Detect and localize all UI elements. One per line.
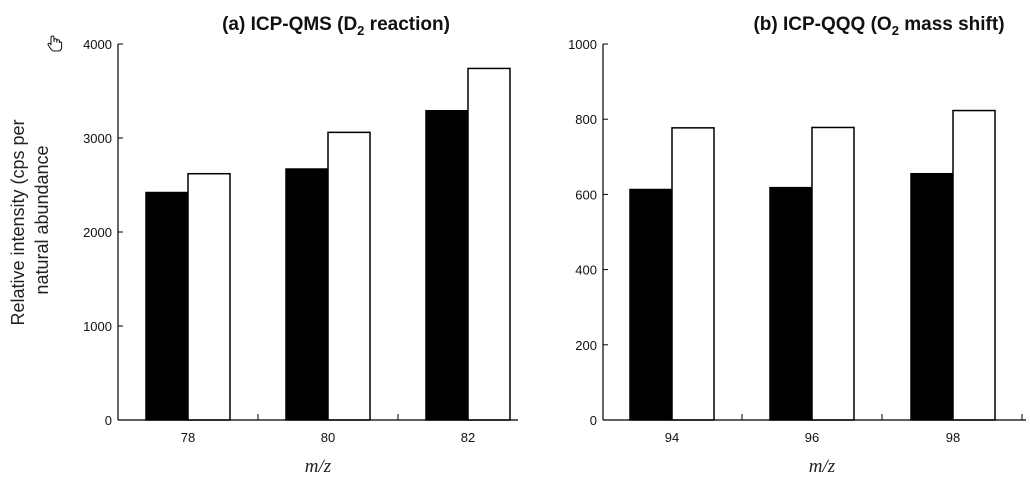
chart-a-bar-series1-78 — [145, 191, 189, 421]
y-axis-label: Relative intensity (cps per natural abun… — [8, 114, 52, 325]
chart-a-title-main: (a) ICP-QMS (D — [222, 14, 357, 35]
chart-b: (b) ICP-QQQ (O2 mass shift) 0 200 400 600 80… — [568, 14, 1026, 477]
chart-a-x-tick-label-80: 80 — [321, 430, 335, 445]
chart-a-x-tick-label-82: 82 — [461, 430, 475, 445]
chart-b-x-tick-label-96: 96 — [805, 430, 819, 445]
chart-a-plot: 0 1000 2000 3000 4000 78 80 82 — [83, 37, 518, 445]
chart-b-y-tick-label-1000: 1000 — [568, 37, 597, 52]
chart-a-title: (a) ICP-QMS (D2 reaction) — [222, 14, 450, 38]
chart-a-y-tick-label-0: 0 — [105, 413, 112, 428]
chart-a-bar-series1-82 — [425, 109, 469, 421]
chart-b-bar-series2-96 — [811, 126, 855, 421]
chart-a-y-tick-label-4000: 4000 — [83, 37, 112, 52]
chart-b-bar-series1-96 — [769, 186, 813, 421]
chart-a-y-tick-label-1000: 1000 — [83, 319, 112, 334]
chart-b-bar-series1-94 — [629, 188, 673, 421]
chart-b-y-tick-label-200: 200 — [575, 338, 597, 353]
chart-a-x-tick-label-78: 78 — [181, 430, 195, 445]
chart-a: (a) ICP-QMS (D2 reaction) 0 1000 2000 3000 4… — [83, 14, 518, 477]
chart-b-title-subscript: 2 — [892, 23, 899, 38]
chart-b-x-tick-label-98: 98 — [946, 430, 960, 445]
chart-a-bar-series2-80 — [327, 131, 371, 421]
y-axis-label-line-1: Relative intensity (cps per — [8, 119, 28, 325]
chart-a-y-tick-label-2000: 2000 — [83, 225, 112, 240]
hand-pointer-icon — [47, 35, 63, 52]
chart-b-y-tick-label-800: 800 — [575, 112, 597, 127]
chart-b-y-tick-label-400: 400 — [575, 263, 597, 278]
chart-a-bar-series2-78 — [187, 172, 231, 421]
chart-a-x-axis-label: m/z — [305, 456, 332, 477]
chart-b-bar-series2-94 — [671, 127, 715, 421]
chart-b-title: (b) ICP-QQQ (O2 mass shift) — [753, 14, 1004, 38]
chart-b-bar-series2-98 — [952, 109, 996, 421]
chart-b-title-main: (b) ICP-QQQ (O — [753, 14, 891, 35]
chart-b-x-axis-label: m/z — [809, 456, 836, 477]
chart-b-bar-series1-98 — [910, 172, 954, 421]
chart-b-y-tick-label-0: 0 — [590, 413, 597, 428]
y-axis-label-line-2: natural abundance — [32, 145, 52, 294]
chart-b-plot: 0 200 400 600 800 1000 94 96 98 — [568, 37, 1026, 445]
chart-a-bar-series1-80 — [285, 168, 329, 421]
chart-a-title-rest: reaction) — [364, 14, 450, 35]
chart-b-x-tick-label-94: 94 — [665, 430, 679, 445]
chart-b-y-tick-label-600: 600 — [575, 187, 597, 202]
chart-a-title-subscript: 2 — [357, 23, 364, 38]
chart-a-bar-series2-82 — [467, 67, 511, 421]
chart-a-y-tick-label-3000: 3000 — [83, 131, 112, 146]
chart-b-title-rest: mass shift) — [899, 14, 1005, 35]
